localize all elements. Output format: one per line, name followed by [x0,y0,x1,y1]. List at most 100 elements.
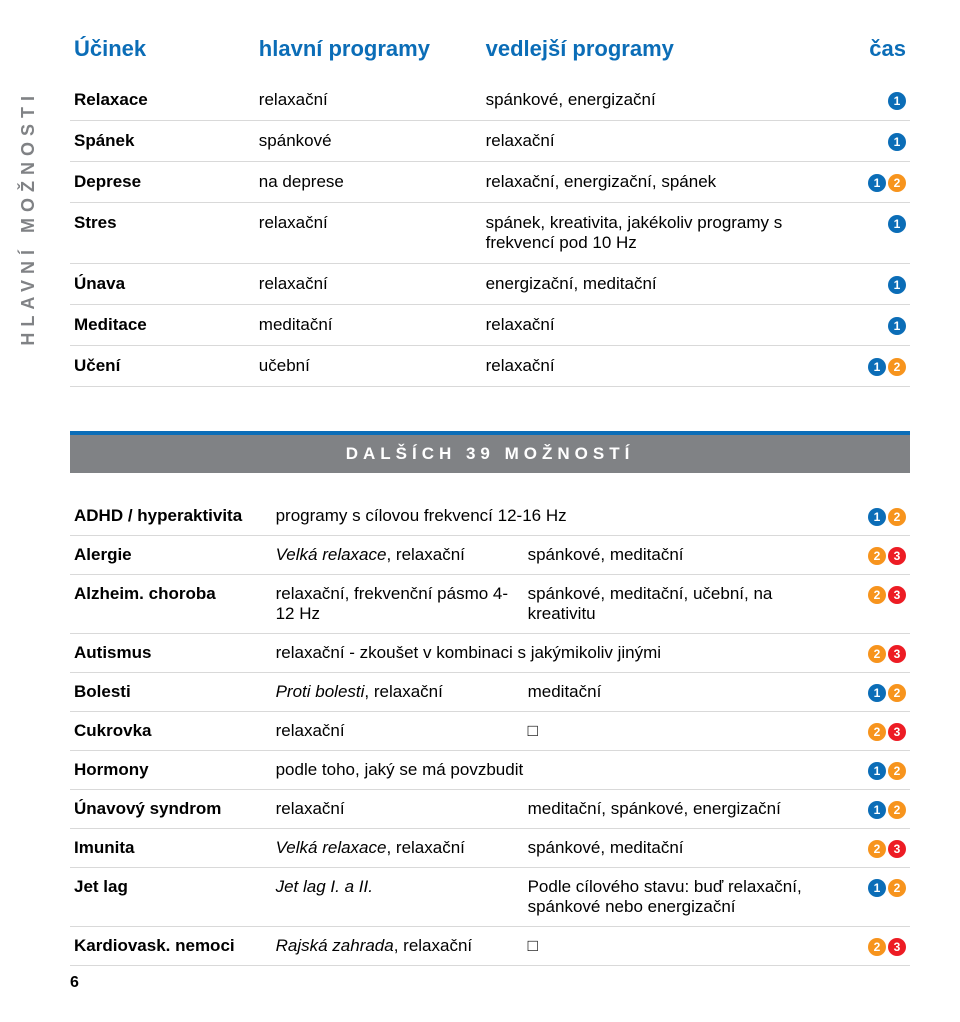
time-badge-1: 1 [868,879,886,897]
row-effect: Relaxace [70,80,255,121]
time-badge-3: 3 [888,586,906,604]
time-badge-2: 2 [888,684,906,702]
row-time: 1 [826,121,910,162]
row-time: 23 [826,575,910,634]
row-main: učební [255,346,482,387]
time-badge-1: 1 [888,92,906,110]
time-badge-1: 1 [868,762,886,780]
row-time: 12 [826,673,910,712]
row-effect: Hormony [70,751,272,790]
row-side: energizační, meditační [482,264,826,305]
row-main: Velká relaxace, relaxační [272,536,524,575]
row-effect: Deprese [70,162,255,203]
table-row: Učeníučebnírelaxační12 [70,346,910,387]
table-row: Relaxacerelaxačníspánkové, energizační 1 [70,80,910,121]
row-time: 12 [826,868,910,927]
time-badge-2: 2 [888,762,906,780]
time-badge-1: 1 [868,684,886,702]
time-badge-2: 2 [868,645,886,663]
row-main: programy s cílovou frekvencí 12-16 Hz [272,497,826,536]
row-time: 23 [826,712,910,751]
time-badge-2: 2 [888,879,906,897]
row-side: relaxační [482,121,826,162]
table-row: BolestiProti bolesti, relaxačnímeditační… [70,673,910,712]
time-badge-2: 2 [868,840,886,858]
row-effect: Meditace [70,305,255,346]
time-badge-1: 1 [868,508,886,526]
row-effect: Cukrovka [70,712,272,751]
table-row: Kardiovask. nemociRajská zahrada, relaxa… [70,927,910,966]
table-row: Depresena depreserelaxační, energizační,… [70,162,910,203]
time-badge-3: 3 [888,938,906,956]
row-main: spánkové [255,121,482,162]
more-options-table: ADHD / hyperaktivitaprogramy s cílovou f… [70,497,910,966]
row-time: 1 [826,305,910,346]
header-side-programs: vedlejší programy [482,30,826,80]
row-time: 12 [826,162,910,203]
row-main: relaxační [255,80,482,121]
row-main: Proti bolesti, relaxační [272,673,524,712]
row-effect: ADHD / hyperaktivita [70,497,272,536]
time-badge-2: 2 [888,508,906,526]
row-time: 1 [826,80,910,121]
row-side: □ [524,712,826,751]
table-row: Meditacemeditačnírelaxační1 [70,305,910,346]
table-row: Stresrelaxačníspánek, kreativita, jakéko… [70,203,910,264]
row-effect: Imunita [70,829,272,868]
row-side: meditační, spánkové, energizační [524,790,826,829]
time-badge-3: 3 [888,645,906,663]
time-badge-1: 1 [888,133,906,151]
time-badge-2: 2 [888,801,906,819]
row-effect: Alzheim. choroba [70,575,272,634]
time-badge-1: 1 [888,276,906,294]
time-badge-1: 1 [868,358,886,376]
row-side: spánkové, meditační [524,536,826,575]
time-badge-2: 2 [868,547,886,565]
time-badge-2: 2 [888,174,906,192]
row-effect: Jet lag [70,868,272,927]
row-effect: Autismus [70,634,272,673]
time-badge-2: 2 [888,358,906,376]
table-row: Spánekspánkovérelaxační 1 [70,121,910,162]
row-main: relaxační [272,712,524,751]
time-badge-1: 1 [888,215,906,233]
row-time: 23 [826,927,910,966]
row-effect: Spánek [70,121,255,162]
row-side: spánkové, energizační [482,80,826,121]
header-time: čas [826,30,910,80]
table-row: ADHD / hyperaktivitaprogramy s cílovou f… [70,497,910,536]
row-main: Rajská zahrada, relaxační [272,927,524,966]
row-side: meditační [524,673,826,712]
row-side: relaxační [482,305,826,346]
section-banner: DALŠÍCH 39 MOŽNOSTÍ [70,431,910,473]
time-badge-1: 1 [868,174,886,192]
row-effect: Únava [70,264,255,305]
table-row: Únavarelaxačníenergizační, meditační1 [70,264,910,305]
row-main: na deprese [255,162,482,203]
table-row: AlergieVelká relaxace, relaxačníspánkové… [70,536,910,575]
time-badge-2: 2 [868,723,886,741]
table-row: Hormonypodle toho, jaký se má povzbudit 1… [70,751,910,790]
time-badge-2: 2 [868,938,886,956]
empty-square-icon: □ [528,936,538,955]
row-effect: Učení [70,346,255,387]
row-time: 12 [826,497,910,536]
row-effect: Únavový syndrom [70,790,272,829]
row-main: relaxační [255,203,482,264]
table-row: Alzheim. chorobarelaxační, frekvenční pá… [70,575,910,634]
row-main: relaxační, frekvenční pásmo 4-12 Hz [272,575,524,634]
time-badge-1: 1 [868,801,886,819]
row-effect: Stres [70,203,255,264]
row-effect: Alergie [70,536,272,575]
row-time: 12 [826,790,910,829]
header-main-programs: hlavní programy [255,30,482,80]
page-number: 6 [70,974,910,992]
row-time: 1 [826,203,910,264]
side-tab-label: HLAVNÍ MOŽNOSTI [18,90,39,346]
table-row: ImunitaVelká relaxace, relaxačníspánkové… [70,829,910,868]
row-main: podle toho, jaký se má povzbudit [272,751,826,790]
time-badge-3: 3 [888,840,906,858]
table-row: Cukrovkarelaxační□23 [70,712,910,751]
table-row: Autismusrelaxační - zkoušet v kombinaci … [70,634,910,673]
row-time: 1 [826,264,910,305]
